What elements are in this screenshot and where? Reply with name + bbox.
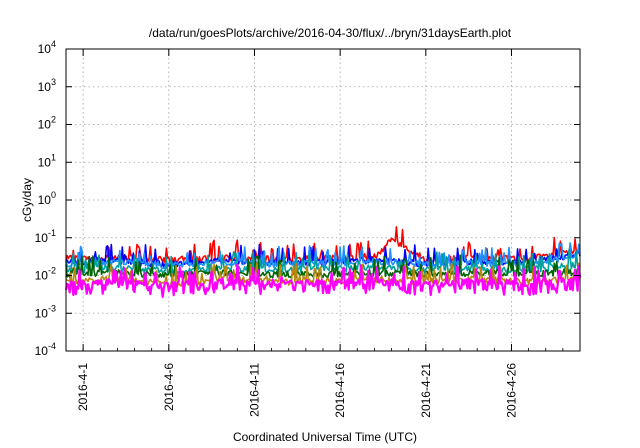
- x-tick-label: 2016-4-26: [504, 363, 518, 418]
- y-tick-label: 102: [38, 115, 56, 132]
- y-tick-label: 10-2: [35, 266, 56, 283]
- series-line: [65, 254, 581, 279]
- x-tick-label: 2016-4-6: [162, 363, 176, 411]
- y-tick-label: 10-3: [35, 303, 56, 320]
- x-tick-label: 2016-4-1: [76, 363, 90, 411]
- plot-frame: [65, 48, 581, 352]
- y-tick-label: 101: [38, 152, 56, 169]
- x-tick-label: 2016-4-21: [419, 363, 433, 418]
- series-group: [64, 226, 582, 298]
- series-line: [65, 249, 581, 275]
- x-tick-labels: 2016-4-1 2016-4-6 2016-4-11 2016-4-16 2016-4…: [76, 363, 518, 418]
- axes: [65, 48, 581, 352]
- x-tick-label: 2016-4-16: [333, 363, 347, 418]
- y-tick-labels: 10-4 10-3 10-2 10-1 100 101 102 103 104: [35, 39, 56, 358]
- y-tick-label: 103: [38, 77, 56, 94]
- x-axis-label: Coordinated Universal Time (UTC): [233, 430, 417, 444]
- y-tick-label: 104: [38, 39, 56, 56]
- y-tick-label: 100: [38, 190, 56, 207]
- chart-title: /data/run/goesPlots/archive/2016-04-30/f…: [149, 26, 512, 40]
- series-line: [64, 263, 582, 298]
- x-tick-label: 2016-4-11: [247, 363, 261, 417]
- y-axis-label: cGy/day: [20, 178, 34, 222]
- grid: [66, 49, 580, 351]
- y-tick-label: 10-4: [35, 341, 56, 358]
- y-tick-label: 10-1: [35, 228, 56, 245]
